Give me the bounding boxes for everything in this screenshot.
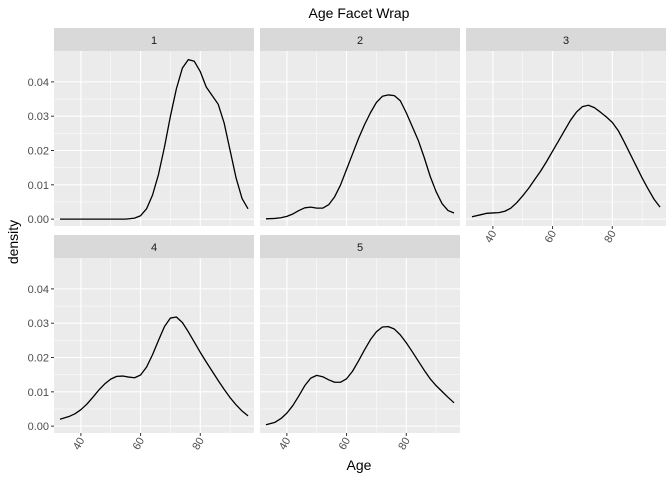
y-tick-label: 0.04 [28, 77, 49, 89]
y-tick-label: 0.03 [28, 111, 49, 123]
y-tick-label: 0.02 [28, 146, 49, 158]
facet-strip-label: 3 [563, 35, 569, 47]
x-axis-title: Age [347, 457, 372, 473]
panel-background [260, 51, 460, 226]
density-line-panel-1 [59, 58, 249, 220]
x-tick-label: 60 [131, 436, 148, 453]
panel-background [466, 51, 666, 226]
x-tick-label: 40 [483, 229, 500, 246]
facet-strip [54, 235, 254, 258]
chart-title: Age Facet Wrap [309, 5, 410, 21]
panel-background [260, 258, 460, 433]
facet-panel-5: 5 [260, 235, 460, 433]
y-tick-label: 0.00 [28, 214, 49, 226]
y-tick-label: 0.01 [28, 387, 49, 399]
facet-strip [260, 235, 460, 258]
x-tick-label: 60 [543, 229, 560, 246]
facet-strip-label: 1 [151, 35, 157, 47]
facet-strip-label: 2 [357, 35, 363, 47]
facet-strip [54, 28, 254, 51]
y-axis-title: density [5, 220, 21, 264]
axes-layer: 0.00 0.01 0.02 0.03 0.04 40 60 80 0.00 0.01 0.02 0.… [28, 77, 619, 452]
y-tick-label: 0.00 [28, 421, 49, 433]
y-tick-label: 0.03 [28, 318, 49, 330]
facet-panel-3: 3 [466, 28, 666, 226]
facet-strip [466, 28, 666, 51]
y-tick-label: 0.02 [28, 353, 49, 365]
density-line-panel-5 [265, 325, 455, 426]
density-line-panel-2 [265, 94, 455, 220]
panels-layer: 1 2 3 4 5 [54, 28, 666, 433]
facet-strip-label: 5 [357, 242, 363, 254]
x-tick-label: 80 [396, 436, 413, 453]
x-tick-label: 80 [190, 436, 207, 453]
density-line-panel-4 [59, 316, 249, 420]
x-tick-label: 60 [337, 436, 354, 453]
panel-background [54, 51, 254, 226]
facet-strip [260, 28, 460, 51]
facet-panel-4: 4 [54, 235, 254, 433]
facet-strip-label: 4 [151, 242, 157, 254]
y-tick-label: 0.01 [28, 180, 49, 192]
x-tick-label: 80 [602, 229, 619, 246]
facet-panel-2: 2 [260, 28, 460, 226]
x-tick-label: 40 [71, 436, 88, 453]
x-tick-label: 40 [277, 436, 294, 453]
y-tick-label: 0.04 [28, 284, 49, 296]
density-line-panel-3 [471, 104, 661, 218]
facet-panel-1: 1 [54, 28, 254, 226]
